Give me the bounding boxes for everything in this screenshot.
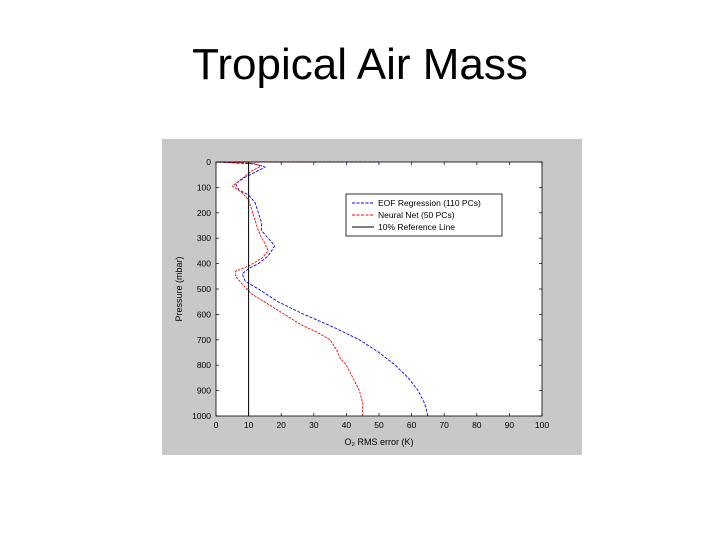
- y-tick-label: 900: [197, 386, 211, 396]
- series-line-0: [215, 161, 429, 417]
- y-axis-label: Pressure (mbar): [174, 256, 184, 321]
- x-tick-label: 90: [505, 420, 515, 430]
- x-tick-label: 70: [439, 420, 449, 430]
- rms-error-chart: 0 10 20 30 40 50 60 70 80 90 100010020030040050060…: [162, 139, 582, 455]
- x-tick-label: 10: [244, 420, 254, 430]
- y-tick-label: 800: [197, 360, 211, 370]
- legend-label-0: EOF Regression (110 PCs): [378, 198, 481, 208]
- y-tick-label: 100: [197, 182, 211, 192]
- legend: EOF Regression (110 PCs) Neural Net (50 P…: [345, 193, 503, 237]
- legend-label-1: Neural Net (50 PCs): [378, 210, 455, 220]
- series-layer: [215, 161, 429, 417]
- x-tick-label: 50: [374, 420, 384, 430]
- y-tick-label: 1000: [192, 411, 211, 421]
- y-tick-label: 700: [197, 335, 211, 345]
- x-tick-label: 40: [342, 420, 352, 430]
- legend-label-2: 10% Reference Line: [378, 222, 455, 232]
- x-tick-label: 100: [535, 420, 549, 430]
- y-tick-label: 500: [197, 284, 211, 294]
- x-tick-label: 20: [276, 420, 286, 430]
- ticks-layer: 0 10 20 30 40 50 60 70 80 90 100010020030040050060…: [192, 157, 549, 430]
- y-tick-label: 600: [197, 309, 211, 319]
- x-tick-label: 60: [407, 420, 417, 430]
- y-tick-label: 400: [197, 259, 211, 269]
- slide-title: Tropical Air Mass: [192, 40, 528, 89]
- y-tick-label: 300: [197, 233, 211, 243]
- y-tick-label: 200: [197, 208, 211, 218]
- y-tick-label: 0: [206, 157, 211, 167]
- figure: 0 10 20 30 40 50 60 70 80 90 100 0 100 200 300 400 500 60…: [162, 139, 582, 455]
- x-tick-label: 0: [214, 420, 219, 430]
- x-tick-label: 80: [472, 420, 482, 430]
- x-axis-label: O₂ RMS error (K): [345, 437, 414, 447]
- x-tick-label: 30: [309, 420, 319, 430]
